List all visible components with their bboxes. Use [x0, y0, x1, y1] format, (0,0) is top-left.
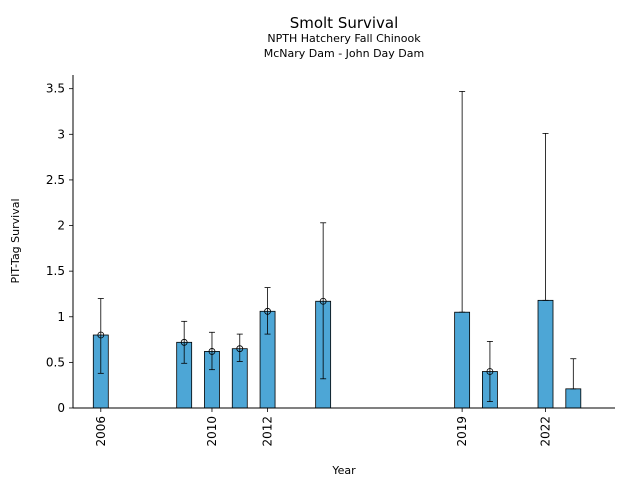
x-tick-label: 2022: [539, 416, 553, 447]
bar: [565, 388, 582, 409]
x-axis-ticks: 2006 2010 2012 2019 2022: [94, 408, 553, 447]
x-tick-label: 2019: [455, 416, 469, 447]
y-tick-label: 3.5: [46, 82, 65, 96]
y-tick-label: 0.5: [46, 355, 65, 369]
point-marker: [486, 368, 494, 375]
point-marker: [180, 338, 188, 346]
x-axis-label: Year: [331, 464, 356, 477]
y-tick-label: 0: [57, 401, 65, 415]
y-tick-label: 2.5: [46, 173, 65, 187]
point-marker: [97, 331, 105, 339]
error-bar-series: [97, 91, 577, 403]
y-axis-label: PIT-Tag Survival: [9, 198, 22, 283]
x-tick-label: 2006: [94, 416, 108, 447]
y-tick-label: 1.5: [46, 264, 65, 278]
bar: [537, 299, 554, 409]
y-tick-label: 1: [57, 310, 65, 324]
bar: [454, 311, 471, 409]
chart-title: Smolt Survival: [290, 14, 399, 32]
point-marker: [236, 345, 244, 353]
marker-series: [97, 297, 494, 375]
y-tick-label: 2: [57, 219, 65, 233]
chart-subtitle-line-2: McNary Dam - John Day Dam: [264, 47, 424, 60]
point-marker: [264, 307, 271, 315]
chart-subtitle-line-1: NPTH Hatchery Fall Chinook: [267, 32, 421, 45]
x-tick-label: 2010: [205, 416, 219, 447]
point-marker: [208, 348, 216, 355]
y-tick-label: 3: [57, 127, 65, 141]
point-marker: [319, 297, 327, 305]
x-tick-label: 2012: [261, 416, 275, 447]
bar-series: [92, 299, 582, 409]
y-axis-ticks: 0 0.5 1 1.5 2 2.5 3 3.5: [46, 82, 73, 415]
